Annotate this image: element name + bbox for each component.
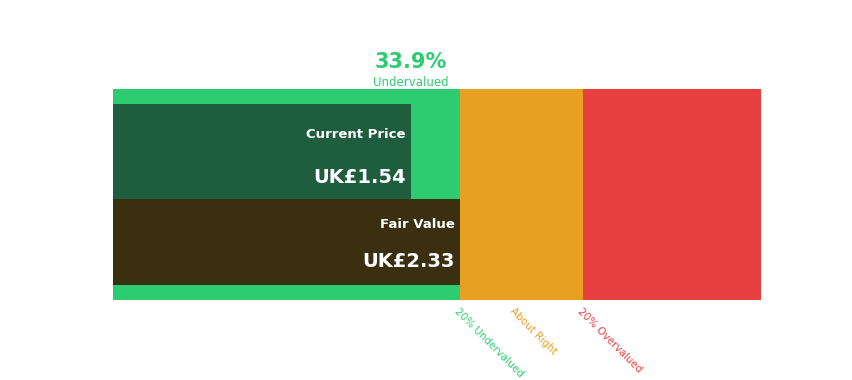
Text: 20% Undervalued: 20% Undervalued [452, 306, 525, 379]
Bar [113, 199, 459, 285]
Text: Undervalued: Undervalued [372, 76, 448, 89]
Text: About Right: About Right [508, 306, 558, 357]
Text: 33.9%: 33.9% [374, 52, 446, 72]
Text: UK£1.54: UK£1.54 [313, 168, 406, 187]
Bar [113, 90, 459, 300]
Bar [113, 104, 411, 212]
Bar [459, 90, 582, 300]
Text: UK£2.33: UK£2.33 [362, 252, 454, 271]
Text: 20% Overvalued: 20% Overvalued [575, 306, 643, 374]
Text: Fair Value: Fair Value [379, 218, 454, 231]
Bar [582, 90, 760, 300]
Text: Current Price: Current Price [306, 128, 406, 141]
